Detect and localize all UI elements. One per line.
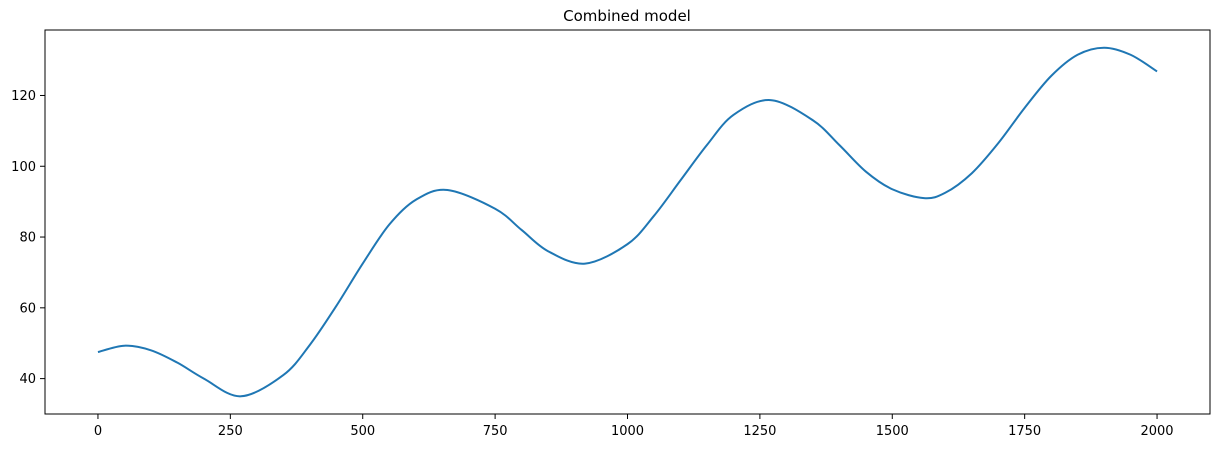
chart-title: Combined model xyxy=(563,7,691,25)
y-tick-label: 100 xyxy=(11,160,36,175)
x-tick-label: 1750 xyxy=(1008,424,1041,439)
x-tick-label: 750 xyxy=(483,424,508,439)
y-tick-label: 80 xyxy=(19,231,36,246)
plot-area: 0 250 500 750 1000 1250 1500 1750 2000 40 60 80 100 1… xyxy=(11,29,1211,439)
x-tick-label: 1250 xyxy=(743,424,776,439)
y-tick-label: 120 xyxy=(11,89,36,104)
x-tick-label: 500 xyxy=(350,424,375,439)
x-tick-label: 1000 xyxy=(611,424,644,439)
x-tick-label: 2000 xyxy=(1140,424,1173,439)
x-tick-label: 250 xyxy=(218,424,243,439)
y-tick-label: 40 xyxy=(19,372,36,387)
x-tick-label: 1500 xyxy=(876,424,909,439)
axes-frame xyxy=(44,29,1211,415)
y-tick-label: 60 xyxy=(19,301,36,316)
series-line-0 xyxy=(97,46,1158,398)
x-tick-label: 0 xyxy=(94,424,102,439)
